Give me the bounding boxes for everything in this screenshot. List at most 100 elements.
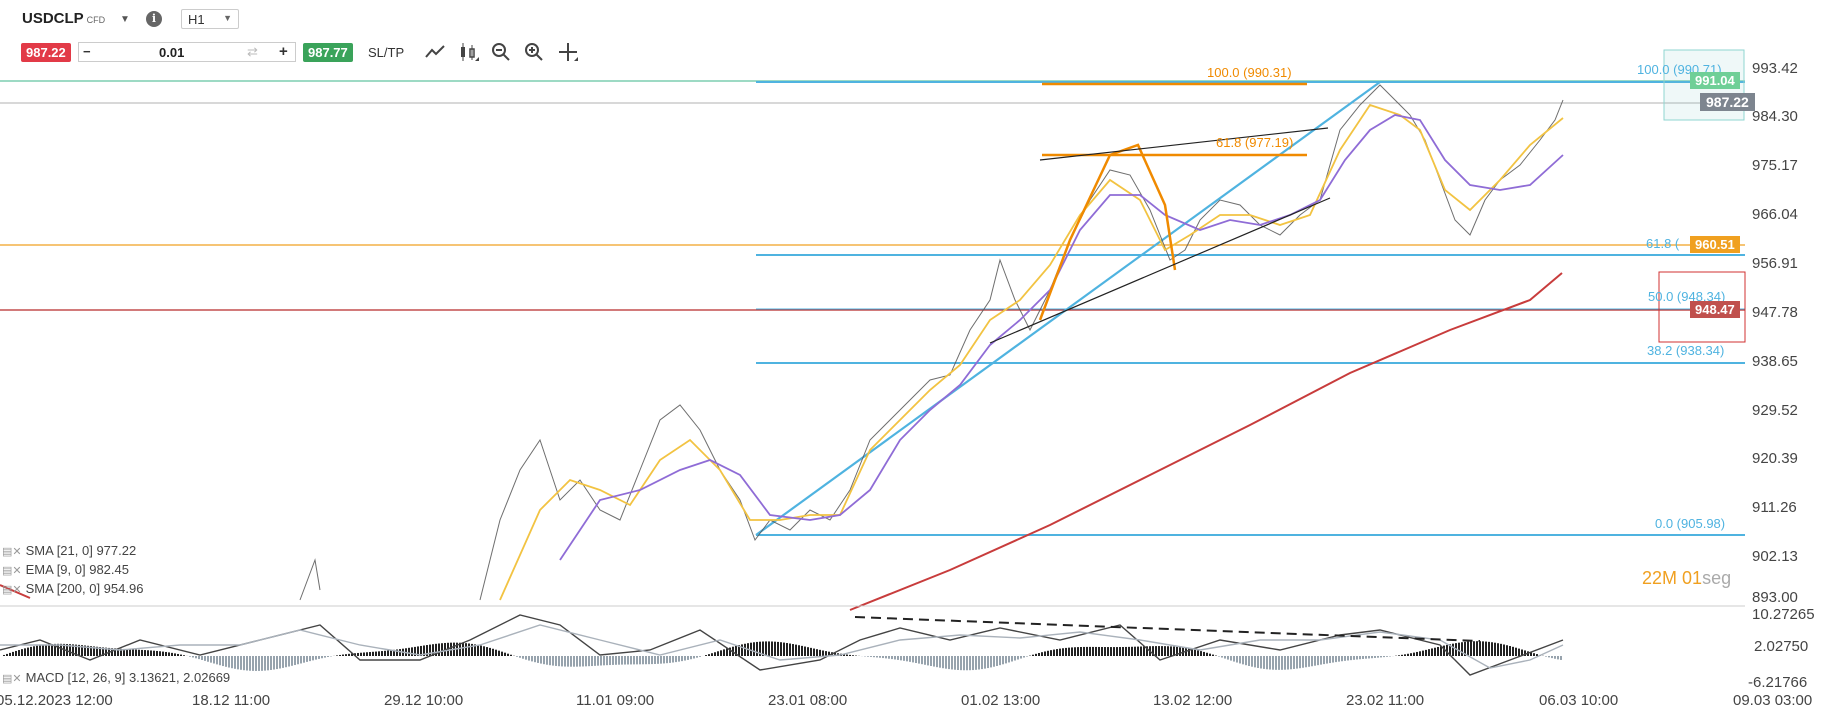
legend-ema9[interactable]: ▤✕ EMA [9, 0] 982.45	[2, 562, 129, 577]
symbol-dropdown-icon[interactable]: ▼	[120, 14, 130, 25]
macd-bar	[1023, 656, 1025, 658]
macd-bar	[1287, 656, 1289, 670]
macd-bar	[762, 641, 764, 656]
price-axis[interactable]: 993.42 984.30 975.17 966.04 956.91 947.7…	[1752, 0, 1832, 610]
macd-bar	[912, 656, 914, 663]
macd-bar	[525, 656, 527, 660]
macd-divergence-line[interactable]	[854, 616, 1481, 642]
line-chart-icon[interactable]	[424, 41, 446, 63]
macd-bar	[357, 652, 359, 656]
macd-bar	[1101, 646, 1103, 656]
macd-bar	[1443, 645, 1445, 656]
macd-bar	[1257, 656, 1259, 668]
macd-bar	[792, 644, 794, 656]
settings-icon[interactable]: ▤✕	[2, 673, 22, 685]
macd-bar	[1227, 656, 1229, 660]
zoom-in-icon[interactable]	[523, 41, 545, 63]
ema9-line[interactable]	[499, 103, 1564, 601]
legend-sma21[interactable]: ▤✕ SMA [21, 0] 977.22	[2, 543, 136, 558]
sma21-line[interactable]	[559, 114, 1564, 561]
macd-bar	[1533, 653, 1535, 656]
settings-icon[interactable]: ▤✕	[2, 546, 22, 558]
macd-bar	[1551, 656, 1553, 659]
legend-sma200[interactable]: ▤✕ SMA [200, 0] 954.96	[2, 581, 143, 596]
macd-bar	[1368, 656, 1370, 659]
zoom-out-icon[interactable]	[490, 41, 512, 63]
time-axis[interactable]: 05.12.2023 12:00 18.12 11:00 29.12 10:00…	[0, 690, 1832, 713]
macd-bar	[1092, 646, 1094, 656]
candlestick-icon[interactable]	[458, 41, 480, 63]
macd-bar	[210, 656, 212, 663]
fib-orange-label-100: 100.0 (990.31)	[1207, 65, 1292, 80]
macd-bar	[33, 646, 35, 656]
macd-bar	[21, 649, 23, 656]
macd-bar	[1203, 651, 1205, 656]
macd-bar	[36, 645, 38, 656]
macd-bar	[1008, 656, 1010, 663]
macd-bar	[888, 656, 890, 659]
info-icon[interactable]: i	[146, 11, 162, 27]
volume-stepper[interactable]: − 0.01 ⇄ +	[78, 42, 296, 62]
settings-icon[interactable]: ▤✕	[2, 584, 22, 596]
macd-bar	[771, 641, 773, 656]
macd-bar	[1155, 646, 1157, 656]
macd-bar	[273, 656, 275, 670]
macd-bar	[936, 656, 938, 668]
macd-bar	[750, 642, 752, 656]
macd-bar	[867, 656, 869, 657]
macd-bar	[534, 656, 536, 663]
macd-bar	[1476, 641, 1478, 656]
orange-pattern[interactable]	[1038, 143, 1177, 321]
macd-bar	[777, 641, 779, 656]
buy-button[interactable]: 987.77	[303, 43, 353, 62]
volume-plus-button[interactable]: +	[279, 43, 288, 60]
macd-bar	[540, 656, 542, 664]
macd-bar	[921, 656, 923, 665]
macd-bar	[960, 656, 962, 671]
macd-bar	[1248, 656, 1250, 666]
macd-signal-line[interactable]	[0, 624, 1564, 669]
settings-icon[interactable]: ▤✕	[2, 565, 22, 577]
macd-bar	[1161, 646, 1163, 656]
price-path[interactable]	[299, 84, 1564, 601]
macd-bar	[288, 656, 290, 667]
red-zone-box[interactable]	[1658, 271, 1746, 343]
sltp-button[interactable]: SL/TP	[368, 45, 405, 60]
fib-orange-label-618: 61.8 (977.19)	[1216, 135, 1294, 150]
macd-bar	[216, 656, 218, 665]
fib-retracement-blue[interactable]	[755, 81, 1745, 536]
timer-seconds: 01	[1682, 568, 1703, 588]
macd-bar	[24, 648, 26, 656]
macd-bar	[1386, 656, 1388, 657]
macd-bar	[486, 647, 488, 656]
volume-minus-button[interactable]: −	[83, 44, 91, 59]
price-tick: 947.78	[1752, 304, 1798, 321]
volume-input[interactable]: 0.01	[159, 45, 185, 60]
trend-lines[interactable]	[989, 127, 1331, 344]
swap-icon[interactable]: ⇄	[247, 44, 258, 59]
macd-bar	[1506, 645, 1508, 656]
timer-minutes: 22M	[1642, 568, 1678, 588]
macd-bar	[1053, 649, 1055, 656]
macd-bar	[1077, 647, 1079, 656]
macd-bar	[12, 651, 14, 656]
legend-sma21-text: SMA [21, 0] 977.22	[25, 543, 137, 558]
symbol-label[interactable]: USDCLP CFD	[22, 10, 105, 27]
macd-bar	[234, 656, 236, 669]
price-tick: 902.13	[1752, 548, 1798, 565]
crosshair-icon[interactable]	[557, 41, 579, 63]
sell-button[interactable]: 987.22	[21, 43, 71, 62]
macd-bar	[504, 652, 506, 656]
macd-bar	[1074, 647, 1076, 656]
macd-bar	[552, 656, 554, 666]
macd-bar	[1470, 641, 1472, 656]
timeframe-select[interactable]: H1 ▼	[181, 9, 239, 29]
macd-bar	[768, 641, 770, 656]
macd-bar	[282, 656, 284, 668]
fib-label-50: 50.0 (948.34)	[1648, 289, 1726, 304]
macd-bar	[39, 645, 41, 656]
legend-macd[interactable]: ▤✕ MACD [12, 26, 9] 3.13621, 2.02669	[2, 670, 230, 685]
sma200-line[interactable]	[0, 272, 1563, 611]
macd-bar	[174, 653, 176, 656]
